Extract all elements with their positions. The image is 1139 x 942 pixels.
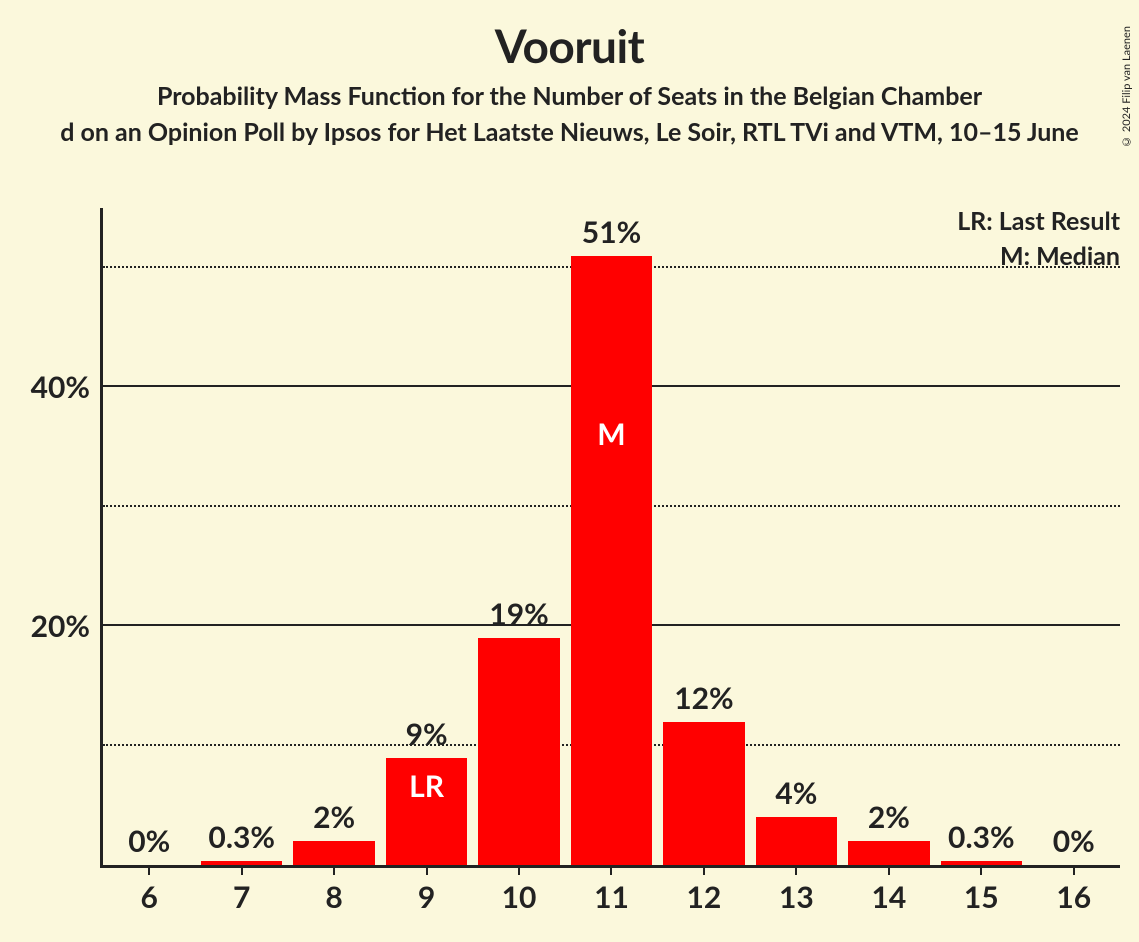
x-tick <box>148 865 150 875</box>
x-axis-label: 13 <box>779 879 814 915</box>
copyright: © 2024 Filip van Laenen <box>1120 26 1133 148</box>
x-axis-label: 9 <box>418 879 435 915</box>
bar: 2% <box>848 841 929 865</box>
bar-slot: 19%10 <box>473 208 565 865</box>
marker-last-result: LR <box>409 768 444 804</box>
bar: 4% <box>756 817 837 865</box>
bars-container: 0%60.3%72%89%LR919%1051%M1112%124%132%14… <box>103 208 1120 865</box>
x-tick <box>241 865 243 875</box>
bar: 9%LR <box>386 758 467 866</box>
x-tick <box>703 865 705 875</box>
bar-value-label: 2% <box>868 799 910 835</box>
bar-slot: 51%M11 <box>565 208 657 865</box>
bar-slot: 0.3%15 <box>935 208 1027 865</box>
bar-slot: 2%8 <box>288 208 380 865</box>
bar-value-label: 0.3% <box>948 819 1015 855</box>
bar-value-label: 2% <box>313 799 355 835</box>
bar-slot: 0.3%7 <box>195 208 287 865</box>
x-axis-label: 14 <box>871 879 906 915</box>
x-tick <box>333 865 335 875</box>
x-tick <box>980 865 982 875</box>
marker-median: M <box>597 416 625 452</box>
x-axis-label: 7 <box>233 879 250 915</box>
x-tick <box>1073 865 1075 875</box>
bar-slot: 0%6 <box>103 208 195 865</box>
bar-slot: 9%LR9 <box>380 208 472 865</box>
x-axis-label: 10 <box>502 879 537 915</box>
bar-slot: 2%14 <box>843 208 935 865</box>
bar: 19% <box>478 638 559 865</box>
y-axis-label: 40% <box>31 369 90 405</box>
y-axis-label: 20% <box>31 608 90 644</box>
x-axis-label: 8 <box>325 879 342 915</box>
x-tick <box>518 865 520 875</box>
bar-value-label: 9% <box>406 716 448 752</box>
bar-value-label: 19% <box>489 596 548 632</box>
x-axis-label: 16 <box>1056 879 1091 915</box>
x-tick <box>426 865 428 875</box>
bar-value-label: 12% <box>674 680 733 716</box>
x-axis-label: 15 <box>964 879 999 915</box>
bar: 12% <box>663 722 744 865</box>
bar-value-label: 4% <box>775 775 817 811</box>
bar: 51%M <box>571 256 652 865</box>
x-axis-label: 11 <box>594 879 629 915</box>
bar-value-label: 51% <box>582 214 641 250</box>
x-axis-label: 6 <box>141 879 158 915</box>
chart-area: LR: Last Result M: Median 0%60.3%72%89%L… <box>100 208 1120 868</box>
bar-slot: 0%16 <box>1028 208 1120 865</box>
chart-subtitle-2: d on an Opinion Poll by Ipsos for Het La… <box>0 117 1139 147</box>
bar-slot: 12%12 <box>658 208 750 865</box>
bar: 2% <box>293 841 374 865</box>
bar-value-label: 0% <box>128 823 170 859</box>
x-axis-label: 12 <box>687 879 722 915</box>
x-tick <box>888 865 890 875</box>
chart-title: Vooruit <box>0 18 1139 73</box>
bar-value-label: 0.3% <box>208 819 275 855</box>
x-tick <box>795 865 797 875</box>
bar-slot: 4%13 <box>750 208 842 865</box>
chart-subtitle-1: Probability Mass Function for the Number… <box>0 81 1139 111</box>
x-tick <box>610 865 612 875</box>
bar-value-label: 0% <box>1053 823 1095 859</box>
